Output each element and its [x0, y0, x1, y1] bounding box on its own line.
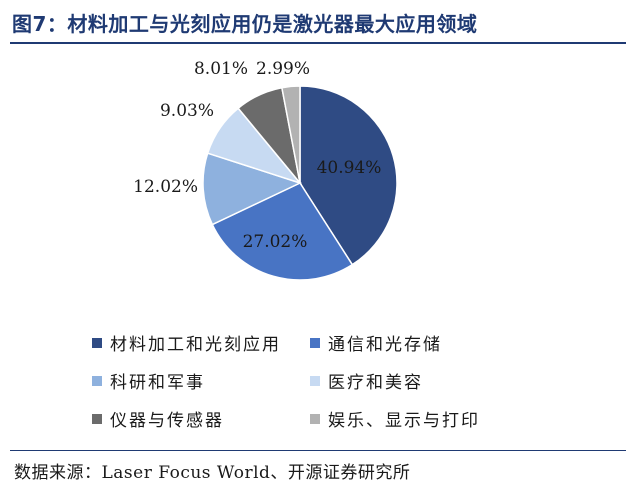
legend-swatch [92, 375, 102, 386]
pie-data-label-1: 40.94% [317, 158, 382, 178]
legend-swatch [310, 337, 320, 348]
legend-item-3: 科研和军事 [92, 368, 205, 393]
pie-slices [202, 85, 398, 281]
legend-item-6: 娱乐、显示与打印 [310, 406, 480, 431]
pie-slice-3 [202, 152, 303, 226]
pie-data-label-4: 9.03% [160, 101, 214, 121]
legend-item-4: 医疗和美容 [310, 368, 423, 393]
legend-swatch [92, 413, 102, 424]
pie-data-label-6: 2.99% [256, 59, 310, 79]
legend-label: 通信和光存储 [328, 335, 442, 355]
legend-label: 娱乐、显示与打印 [328, 411, 480, 431]
pie-slice-2 [211, 182, 354, 281]
legend-label: 仪器与传感器 [110, 411, 224, 431]
pie-data-label-3: 12.02% [133, 177, 198, 197]
legend-label: 医疗和美容 [328, 373, 423, 393]
legend-swatch [92, 337, 102, 348]
legend-swatch [310, 375, 320, 386]
legend-label: 材料加工和光刻应用 [110, 335, 281, 355]
legend-item-1: 材料加工和光刻应用 [92, 330, 281, 355]
title-bar: 图7：材料加工与光刻应用仍是激光器最大应用领域 [10, 2, 626, 44]
legend-swatch [310, 413, 320, 424]
legend-label: 科研和军事 [110, 373, 205, 393]
legend-item-5: 仪器与传感器 [92, 406, 224, 431]
pie-data-labels: 40.94% 27.02% 12.02% 9.03% 8.01% 2.99% [133, 59, 381, 252]
pie-chart: 40.94% 27.02% 12.02% 9.03% 8.01% 2.99% [133, 59, 398, 281]
source-note: 数据来源：Laser Focus World、开源证券研究所 [14, 463, 411, 483]
legend-item-2: 通信和光存储 [310, 330, 442, 355]
pie-data-label-5: 8.01% [194, 59, 248, 79]
chart-title: 图7：材料加工与光刻应用仍是激光器最大应用领域 [12, 12, 478, 36]
pie-slice-6 [281, 85, 301, 184]
footer-divider [10, 450, 626, 451]
pie-data-label-2: 27.02% [243, 232, 308, 252]
